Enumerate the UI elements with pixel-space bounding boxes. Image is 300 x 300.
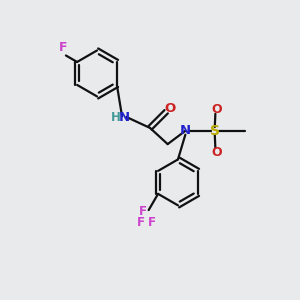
Text: O: O <box>164 102 176 115</box>
Text: S: S <box>210 124 220 138</box>
Text: O: O <box>211 103 222 116</box>
Text: H: H <box>111 111 121 124</box>
Text: F: F <box>140 205 147 218</box>
Text: N: N <box>119 111 130 124</box>
Text: N: N <box>180 124 191 137</box>
Text: O: O <box>211 146 222 159</box>
Text: F: F <box>136 216 144 229</box>
Text: F: F <box>59 41 67 54</box>
Text: F: F <box>148 216 156 229</box>
